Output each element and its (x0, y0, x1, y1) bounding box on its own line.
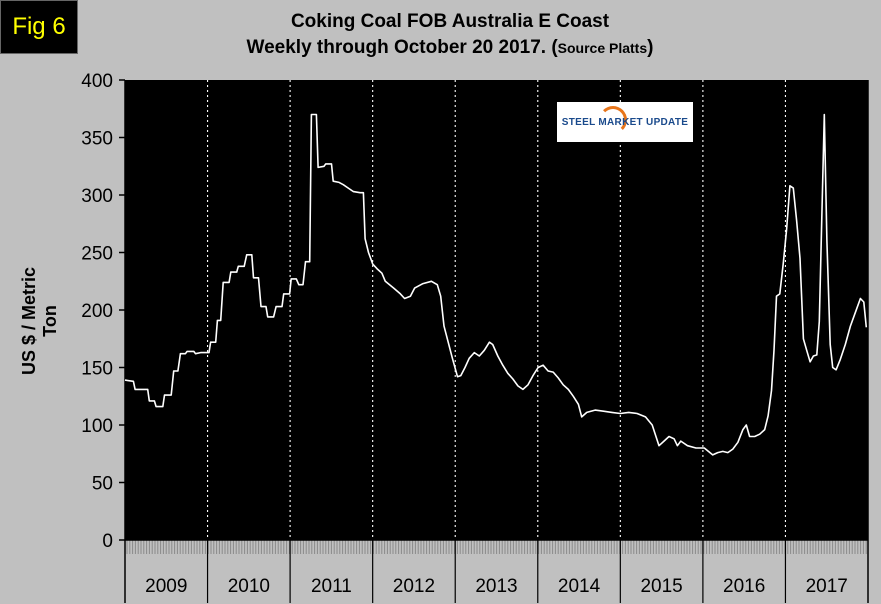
x-year-label: 2013 (475, 576, 517, 597)
figure-tag: Fig 6 (0, 0, 78, 54)
y-tick-label: 250 (81, 244, 113, 265)
y-tick-label: 400 (81, 71, 113, 92)
y-tick-label: 200 (81, 301, 113, 322)
y-tick-label: 100 (81, 416, 113, 437)
x-year-label: 2012 (393, 576, 435, 597)
chart-title-line1: Coking Coal FOB Australia E Coast (290, 11, 610, 32)
chart-title-source: Source Platts (557, 40, 648, 56)
x-year-label: 2011 (311, 576, 352, 597)
steel-market-update-logo: STEEL MARKET UPDATE (557, 102, 693, 142)
x-year-label: 2017 (806, 576, 848, 597)
logo-swoosh-icon (599, 106, 627, 134)
y-tick-label: 50 (92, 474, 113, 495)
x-year-label: 2014 (558, 576, 601, 597)
x-year-label: 2010 (228, 576, 270, 597)
y-tick-label: 350 (81, 129, 113, 150)
x-year-label: 2009 (145, 576, 187, 597)
chart-title-line2: Weekly through October 20 2017. (Source … (150, 36, 750, 60)
plot-area (125, 80, 868, 540)
chart-title-main: Weekly through October 20 2017. ( (246, 37, 558, 58)
chart-title-close: ) (647, 37, 654, 58)
price-series-line (124, 113, 868, 456)
x-year-label: 2016 (723, 576, 765, 597)
y-tick-label: 150 (81, 359, 113, 380)
x-year-label: 2015 (640, 576, 682, 597)
y-tick-label: 300 (81, 186, 113, 207)
logo-text: STEEL MARKET UPDATE (561, 116, 689, 128)
y-tick-label: 0 (102, 531, 113, 552)
